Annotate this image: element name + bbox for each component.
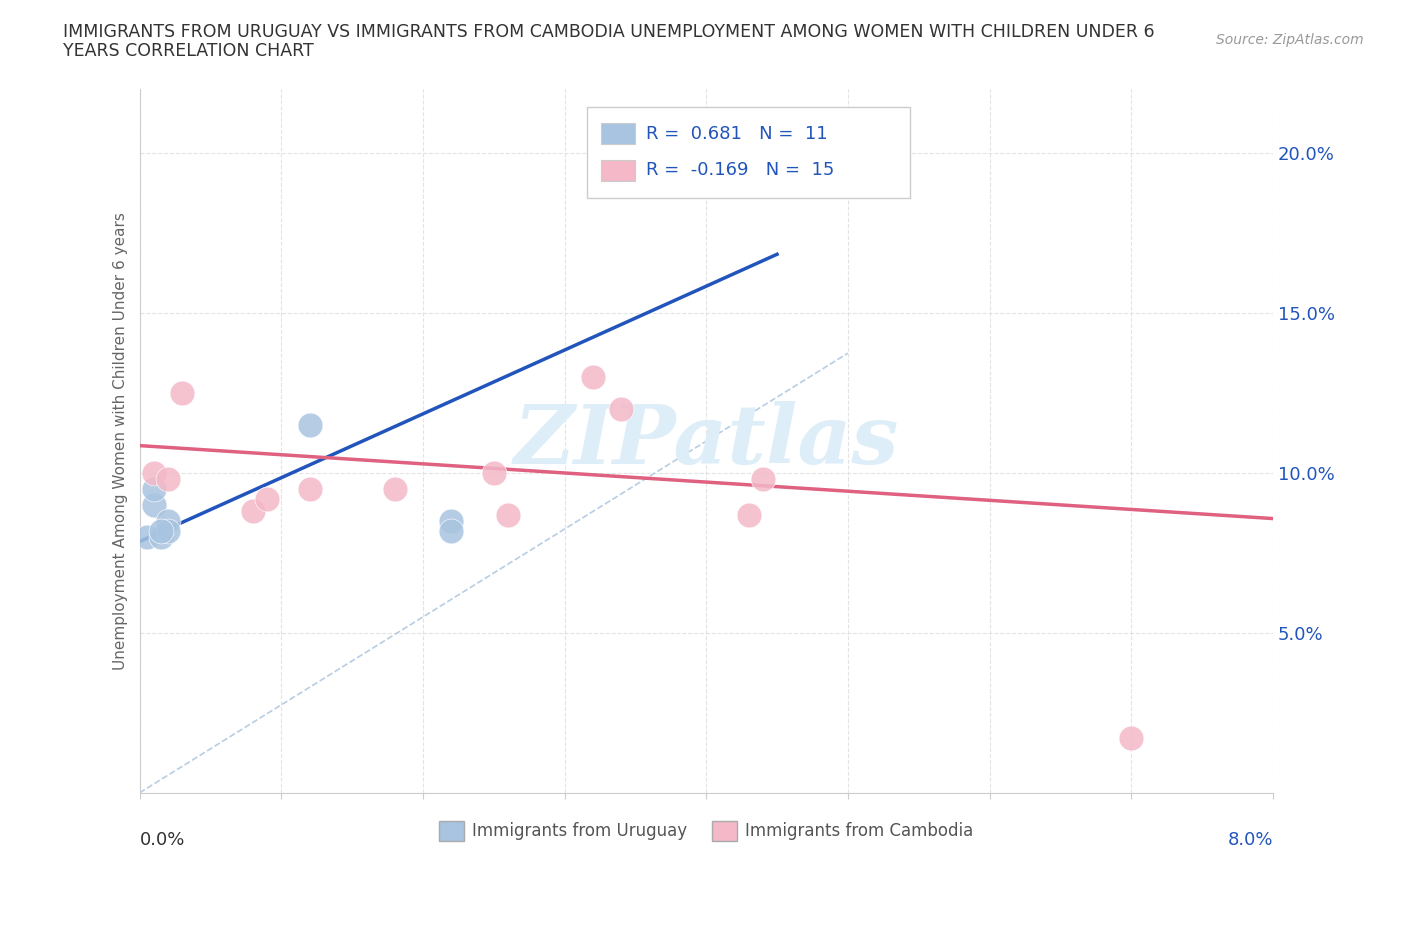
Point — [156, 472, 179, 487]
Point — [610, 402, 633, 417]
Point — [142, 482, 165, 497]
Legend: Immigrants from Uruguay, Immigrants from Cambodia: Immigrants from Uruguay, Immigrants from… — [432, 814, 980, 848]
Point — [142, 466, 165, 481]
Point — [666, 162, 689, 177]
Point — [298, 482, 321, 497]
Point — [482, 466, 505, 481]
Text: Source: ZipAtlas.com: Source: ZipAtlas.com — [1216, 33, 1364, 46]
FancyBboxPatch shape — [588, 107, 910, 198]
Point — [256, 491, 278, 506]
Point — [752, 472, 775, 487]
Point — [156, 513, 179, 528]
Point — [170, 386, 193, 401]
Point — [149, 529, 172, 544]
Point — [808, 178, 831, 193]
Point — [738, 507, 761, 522]
Point — [384, 482, 406, 497]
Text: YEARS CORRELATION CHART: YEARS CORRELATION CHART — [63, 42, 314, 60]
Point — [496, 507, 519, 522]
Point — [149, 524, 172, 538]
Text: R =  0.681   N =  11: R = 0.681 N = 11 — [647, 125, 828, 142]
Point — [582, 370, 605, 385]
Text: IMMIGRANTS FROM URUGUAY VS IMMIGRANTS FROM CAMBODIA UNEMPLOYMENT AMONG WOMEN WIT: IMMIGRANTS FROM URUGUAY VS IMMIGRANTS FR… — [63, 23, 1154, 41]
Point — [440, 513, 463, 528]
Text: ZIPatlas: ZIPatlas — [513, 401, 898, 481]
Point — [142, 498, 165, 512]
Point — [298, 418, 321, 432]
Point — [135, 529, 157, 544]
Text: 8.0%: 8.0% — [1227, 831, 1272, 849]
Point — [156, 524, 179, 538]
Y-axis label: Unemployment Among Women with Children Under 6 years: Unemployment Among Women with Children U… — [114, 212, 128, 670]
Text: R =  -0.169   N =  15: R = -0.169 N = 15 — [647, 161, 835, 179]
Text: 0.0%: 0.0% — [139, 831, 186, 849]
FancyBboxPatch shape — [600, 160, 636, 180]
FancyBboxPatch shape — [600, 123, 636, 144]
Point — [242, 504, 264, 519]
Point — [440, 524, 463, 538]
Point — [1121, 731, 1143, 746]
